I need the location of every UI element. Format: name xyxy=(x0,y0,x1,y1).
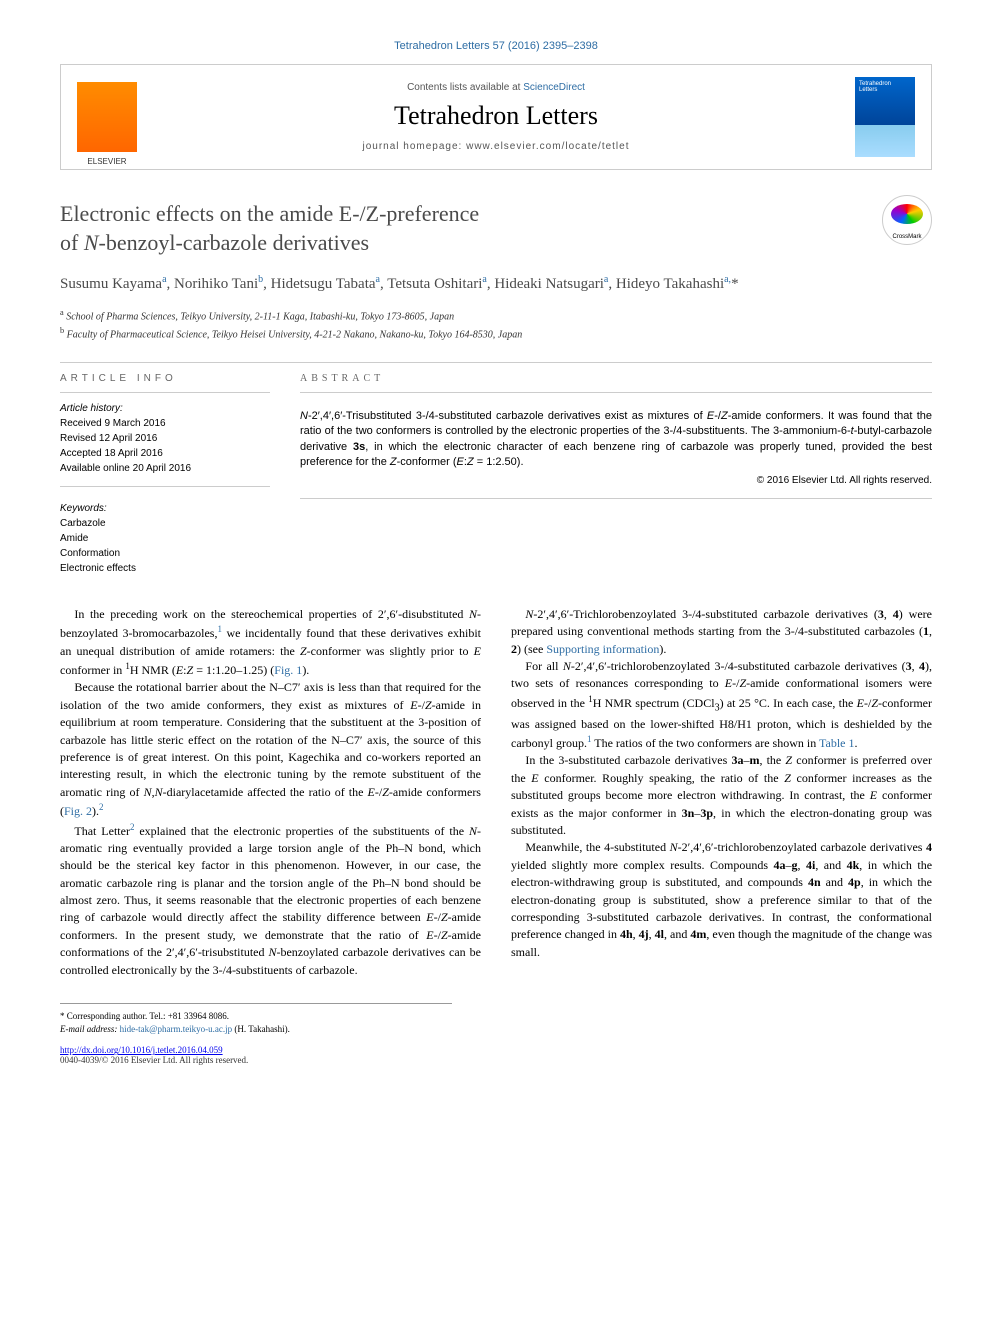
elsevier-logo xyxy=(77,82,137,152)
abstract-copyright: © 2016 Elsevier Ltd. All rights reserved… xyxy=(300,474,932,488)
journal-header: Contents lists available at ScienceDirec… xyxy=(60,64,932,170)
article-info-heading: article info xyxy=(60,363,270,393)
abstract-column: abstract N-2′,4′,6′-Trisubstituted 3-/4-… xyxy=(300,363,932,576)
header-citation: Tetrahedron Letters 57 (2016) 2395–2398 xyxy=(60,40,932,52)
crossmark-badge[interactable] xyxy=(882,195,932,245)
body-paragraph: In the 3-substituted carbazole derivativ… xyxy=(511,752,932,839)
ref-link[interactable]: 2 xyxy=(130,822,135,832)
issn-rights: 0040-4039/© 2016 Elsevier Ltd. All right… xyxy=(60,1055,932,1065)
article-body: In the preceding work on the stereochemi… xyxy=(60,606,932,979)
doi-link[interactable]: http://dx.doi.org/10.1016/j.tetlet.2016.… xyxy=(60,1045,932,1055)
email-link[interactable]: hide-tak@pharm.teikyo-u.ac.jp xyxy=(120,1024,233,1034)
article-title: Electronic effects on the amide E-/Z-pre… xyxy=(60,200,932,257)
body-paragraph: That Letter2 explained that the electron… xyxy=(60,821,481,980)
contents-prefix: Contents lists available at xyxy=(407,82,523,93)
body-paragraph: In the preceding work on the stereochemi… xyxy=(60,606,481,680)
article-info-column: article info Article history: Received 9… xyxy=(60,363,270,576)
body-paragraph: Because the rotational barrier about the… xyxy=(60,679,481,820)
abstract-text: N-2′,4′,6′-Trisubstituted 3-/4-substitut… xyxy=(300,401,932,500)
corresponding-author-footer: * Corresponding author. Tel.: +81 33964 … xyxy=(60,1003,452,1035)
ref-link[interactable]: 1 xyxy=(587,734,592,744)
journal-homepage: journal homepage: www.elsevier.com/locat… xyxy=(137,141,855,152)
journal-cover-thumbnail xyxy=(855,77,915,157)
abstract-heading: abstract xyxy=(300,363,932,393)
body-paragraph: N-2′,4′,6′-Trichlorobenzoylated 3-/4-sub… xyxy=(511,606,932,658)
table-link[interactable]: Table 1 xyxy=(819,736,854,750)
journal-name: Tetrahedron Letters xyxy=(137,101,855,131)
ref-link[interactable]: 1 xyxy=(217,624,222,634)
figure-link[interactable]: Fig. 1 xyxy=(274,663,302,677)
affiliations: a School of Pharma Sciences, Teikyo Univ… xyxy=(60,307,932,342)
body-paragraph: For all N-2′,4′,6′-trichlorobenzoylated … xyxy=(511,658,932,752)
ref-link[interactable]: 2 xyxy=(99,802,104,812)
keywords-block: Keywords: Carbazole Amide Conformation E… xyxy=(60,501,270,576)
contents-available: Contents lists available at ScienceDirec… xyxy=(137,82,855,93)
body-paragraph: Meanwhile, the 4-substituted N-2′,4′,6′-… xyxy=(511,839,932,961)
authors: Susumu Kayamaa, Norihiko Tanib, Hidetsug… xyxy=(60,273,932,295)
article-history: Article history: Received 9 March 2016 R… xyxy=(60,401,270,487)
figure-link[interactable]: Fig. 2 xyxy=(64,804,92,818)
sciencedirect-link[interactable]: ScienceDirect xyxy=(523,82,585,93)
supporting-info-link[interactable]: Supporting information xyxy=(546,642,659,656)
